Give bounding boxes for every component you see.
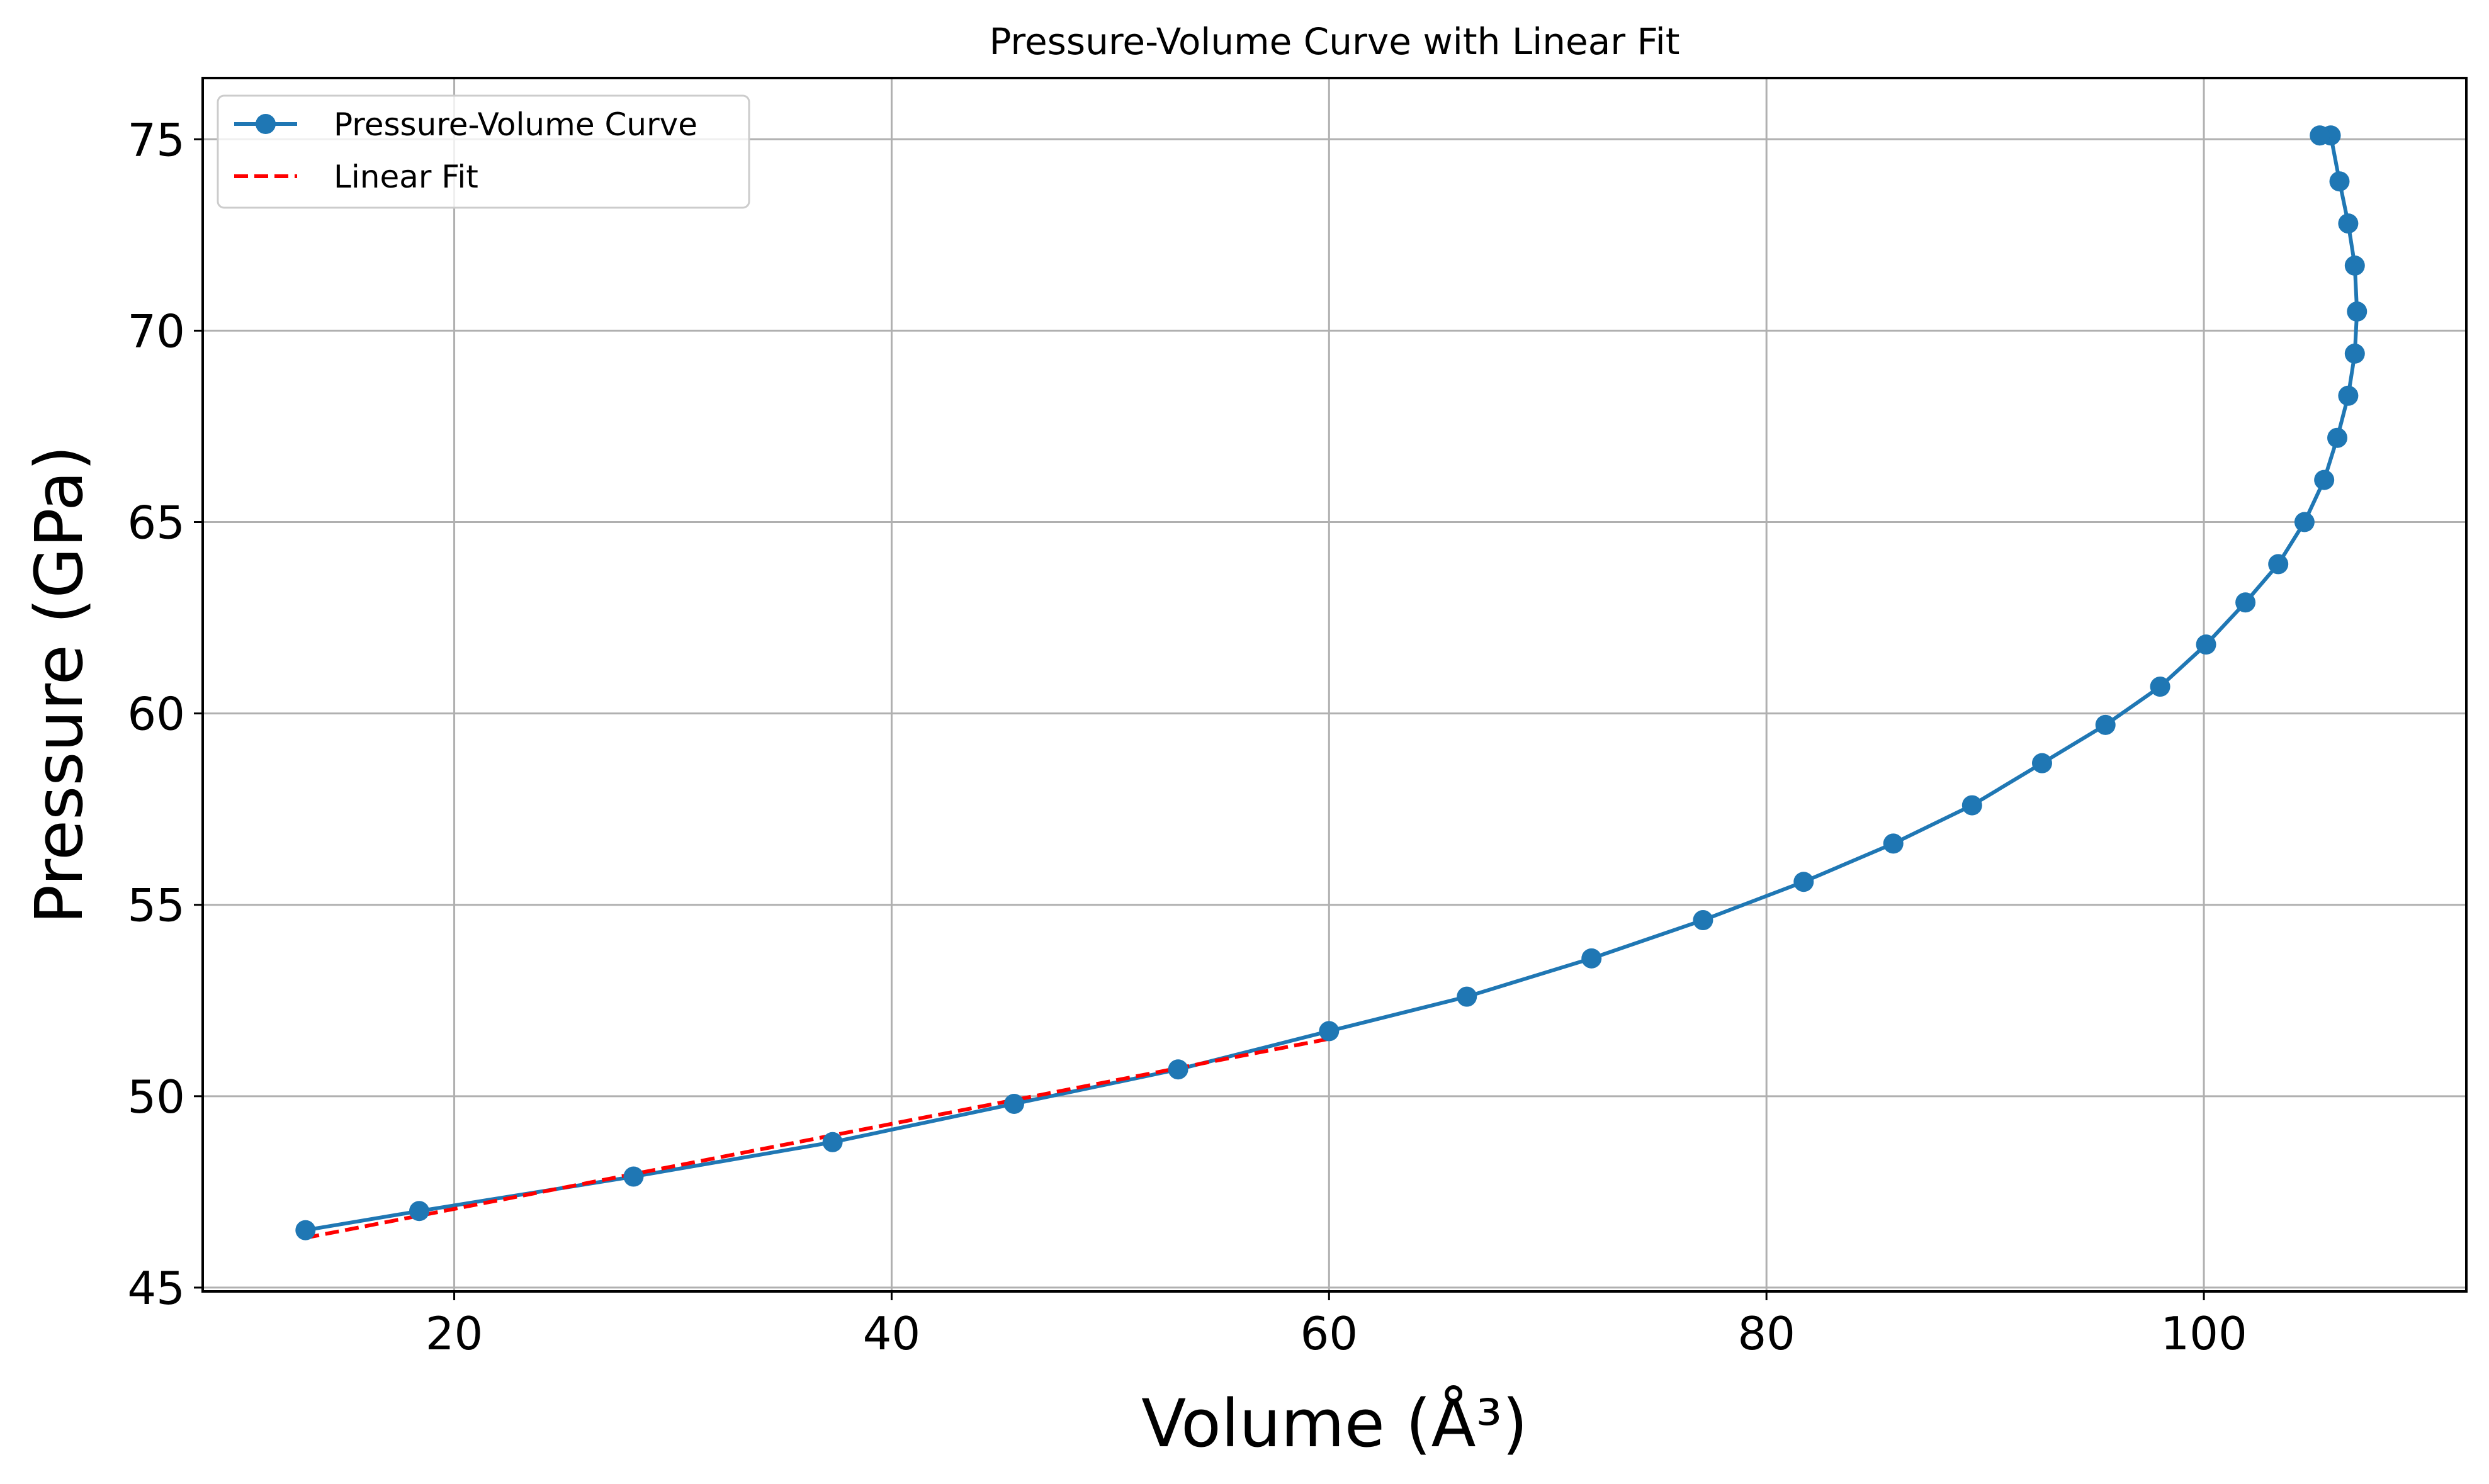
y-tick-label: 55 (127, 879, 185, 932)
data-point (2344, 343, 2365, 364)
data-point (2268, 554, 2289, 575)
x-tick-label: 40 (863, 1307, 921, 1360)
data-point (1793, 872, 1814, 892)
data-point (2344, 256, 2365, 276)
series-layer (295, 125, 2368, 1240)
y-axis-label: Pressure (GPa) (21, 446, 98, 925)
data-point (1581, 948, 1602, 969)
x-axis-label: Volume (Å³) (1141, 1385, 1528, 1462)
data-point (1004, 1093, 1025, 1114)
data-point (1168, 1059, 1188, 1080)
x-tick-label: 100 (2160, 1307, 2247, 1360)
data-point (2347, 301, 2368, 322)
data-point (2310, 125, 2330, 146)
data-point (2338, 213, 2359, 234)
legend-swatch-marker (256, 114, 276, 134)
data-point (1883, 833, 1904, 854)
legend-label-pressure-volume: Pressure-Volume Curve (334, 106, 697, 143)
y-tick-label: 50 (127, 1071, 185, 1123)
data-point (2329, 171, 2350, 192)
data-point (822, 1132, 843, 1152)
y-tick-label: 70 (127, 305, 185, 357)
y-tick-label: 45 (127, 1262, 185, 1315)
chart-title: Pressure-Volume Curve with Linear Fit (989, 20, 1679, 63)
y-tick-label: 75 (127, 113, 185, 166)
data-point (1319, 1021, 1340, 1042)
y-tick-label: 60 (127, 688, 185, 741)
data-point (2150, 677, 2170, 697)
x-tick-label: 60 (1301, 1307, 1358, 1360)
data-point (2338, 385, 2359, 406)
data-point (2095, 714, 2116, 735)
data-point (2327, 427, 2348, 448)
data-point (2031, 753, 2052, 773)
plot-frame (201, 77, 2468, 1293)
data-point (2294, 512, 2315, 532)
data-point (623, 1166, 644, 1187)
y-tick-label: 65 (127, 497, 185, 549)
data-point (1693, 910, 1713, 931)
data-point (1457, 986, 1477, 1007)
linear-fit-line (305, 1037, 1329, 1240)
data-point (409, 1201, 429, 1222)
data-point (1961, 795, 1982, 816)
legend-box (217, 94, 750, 209)
data-point (2235, 592, 2256, 613)
data-point (295, 1220, 316, 1240)
data-point (2196, 634, 2216, 655)
y-axis-ticks: 45 50 55 60 65 70 75 (127, 113, 203, 1315)
x-tick-label: 20 (426, 1307, 483, 1360)
x-axis-ticks: 20 40 60 80 100 (426, 1291, 2247, 1360)
x-tick-label: 80 (1737, 1307, 1795, 1360)
data-point (2314, 469, 2335, 490)
legend-label-linear-fit: Linear Fit (334, 159, 478, 195)
legend: Pressure-Volume Curve Linear Fit (217, 94, 750, 209)
